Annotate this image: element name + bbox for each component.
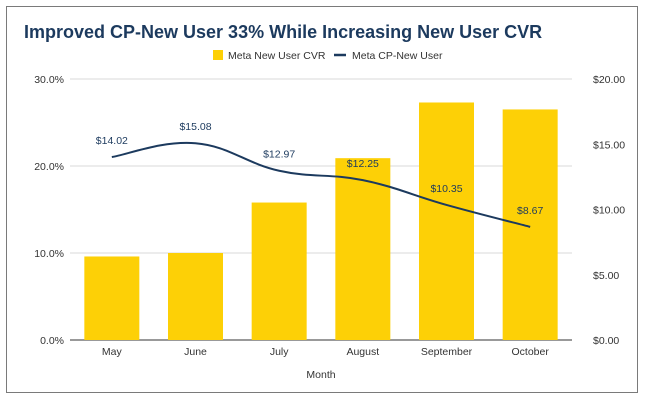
left-tick-label: 20.0% [34, 161, 64, 173]
data-label: $12.97 [263, 149, 295, 161]
series-line [111, 141, 531, 228]
x-tick-label: September [421, 346, 473, 358]
x-tick-label: June [184, 346, 207, 358]
right-axis: $0.00 $5.00 $10.00 $15.00 $20.00 [593, 74, 625, 347]
data-label: $15.08 [179, 121, 211, 133]
data-label: $14.02 [96, 135, 128, 147]
data-label: $8.67 [517, 205, 543, 217]
x-axis-title: Month [306, 369, 335, 381]
data-label: $10.35 [430, 183, 462, 195]
gridlines [70, 78, 572, 341]
right-tick-label: $20.00 [593, 74, 625, 86]
chart-title: Improved CP-New User 33% While Increasin… [24, 22, 542, 42]
x-tick-label: October [511, 346, 549, 358]
legend-label-line: Meta CP-New User [352, 50, 443, 62]
bar-series [84, 102, 558, 341]
left-tick-label: 0.0% [40, 335, 64, 347]
line-series [111, 141, 531, 228]
legend-swatch-bar [213, 50, 223, 60]
legend: Meta New User CVR Meta CP-New User [213, 50, 443, 62]
bar [502, 109, 558, 340]
data-labels: $14.02 $15.08 $12.97 $12.25 $10.35 $8.67 [96, 121, 544, 217]
bar [335, 158, 391, 340]
left-tick-label: 30.0% [34, 74, 64, 86]
right-tick-label: $15.00 [593, 139, 625, 151]
legend-label-bar: Meta New User CVR [228, 50, 326, 62]
right-tick-label: $0.00 [593, 335, 619, 347]
bar [251, 202, 307, 340]
x-tick-label: July [270, 346, 289, 358]
x-axis: May June July August September October [102, 346, 549, 358]
bar [419, 102, 474, 341]
right-tick-label: $10.00 [593, 205, 625, 217]
left-axis: 0.0% 10.0% 20.0% 30.0% [34, 74, 64, 347]
x-tick-label: August [346, 346, 379, 358]
right-tick-label: $5.00 [593, 270, 619, 282]
data-label: $12.25 [347, 158, 379, 170]
x-tick-label: May [102, 346, 123, 358]
left-tick-label: 10.0% [34, 248, 64, 260]
bar [168, 253, 223, 340]
bar [84, 256, 140, 340]
